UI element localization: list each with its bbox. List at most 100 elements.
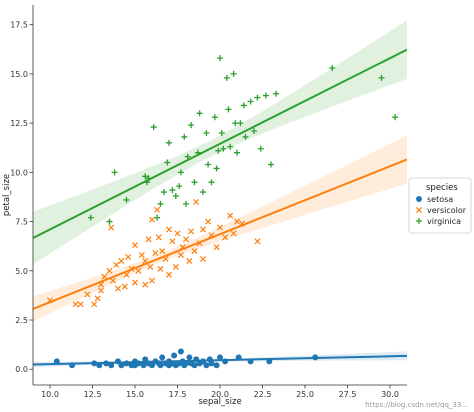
versicolor-point bbox=[239, 220, 246, 227]
virginica-point bbox=[232, 120, 239, 127]
legend-item-setosa: setosa bbox=[416, 195, 453, 204]
y-tick-label: 15.0 bbox=[10, 70, 28, 79]
virginica-point bbox=[157, 200, 164, 207]
virginica-point bbox=[142, 173, 149, 180]
versicolor-point bbox=[108, 224, 115, 231]
setosa-point bbox=[91, 360, 98, 367]
x-tick-label: 30.0 bbox=[381, 390, 399, 399]
versicolor-point bbox=[101, 273, 108, 280]
versicolor-point bbox=[77, 301, 84, 308]
virginica-regression-line bbox=[33, 48, 407, 239]
versicolor-point bbox=[125, 253, 132, 261]
virginica-point bbox=[184, 153, 191, 160]
setosa-point bbox=[177, 348, 184, 355]
versicolor-point bbox=[208, 232, 215, 239]
virginica-legend-marker bbox=[416, 218, 422, 224]
x-tick-label: 25.0 bbox=[296, 390, 314, 399]
virginica-point bbox=[123, 196, 130, 203]
virginica-point bbox=[262, 92, 269, 99]
virginica-point bbox=[169, 187, 176, 194]
virginica-point bbox=[203, 129, 210, 136]
versicolor-point bbox=[131, 279, 139, 286]
virginica-point bbox=[273, 90, 280, 97]
setosa-point bbox=[123, 360, 130, 367]
setosa-point bbox=[213, 362, 220, 369]
versicolor-point bbox=[154, 206, 161, 213]
setosa-point bbox=[203, 362, 210, 369]
versicolor-point bbox=[91, 301, 98, 308]
legend-label: setosa bbox=[427, 195, 453, 204]
versicolor-legend-marker bbox=[415, 206, 423, 214]
watermark-text: https://blog.csdn.net/qq_33... bbox=[365, 401, 468, 409]
virginica-point bbox=[177, 169, 184, 176]
setosa-point bbox=[191, 362, 198, 369]
versicolor-point bbox=[148, 216, 156, 223]
setosa-point bbox=[200, 358, 206, 365]
y-tick-label: 0.0 bbox=[15, 365, 28, 374]
versicolor-point bbox=[174, 230, 181, 237]
versicolor-point bbox=[97, 281, 105, 288]
versicolor-point bbox=[165, 271, 173, 278]
versicolor-point bbox=[46, 297, 54, 304]
x-tick-label: 22.5 bbox=[254, 390, 272, 399]
virginica-point bbox=[218, 129, 225, 136]
virginica-point bbox=[237, 120, 244, 127]
legend-title: species bbox=[426, 183, 458, 193]
plot-area bbox=[33, 20, 407, 369]
setosa-point bbox=[193, 356, 200, 363]
x-axis-label: sepal_size bbox=[198, 397, 241, 407]
virginica-point bbox=[200, 189, 206, 196]
versicolor-point bbox=[142, 281, 149, 288]
virginica-point bbox=[164, 159, 171, 166]
versicolor-point bbox=[113, 261, 120, 268]
versicolor-point bbox=[216, 224, 224, 231]
virginica-point bbox=[268, 161, 274, 168]
virginica-point bbox=[223, 74, 230, 81]
setosa-point bbox=[159, 354, 166, 361]
versicolor-point bbox=[230, 230, 237, 237]
legend-box bbox=[408, 177, 472, 234]
versicolor-point bbox=[135, 267, 142, 274]
setosa-point bbox=[171, 352, 178, 359]
virginica-point bbox=[160, 189, 167, 196]
versicolor-point bbox=[157, 265, 164, 272]
versicolor-point bbox=[182, 236, 190, 243]
virginica-point bbox=[143, 179, 150, 186]
setosa-point bbox=[96, 362, 103, 369]
versicolor-point bbox=[188, 228, 195, 235]
setosa-point bbox=[222, 358, 229, 365]
versicolor-point bbox=[109, 277, 116, 284]
virginica-point bbox=[106, 218, 113, 225]
legend-item-virginica: virginica bbox=[416, 217, 461, 226]
versicolor-point bbox=[142, 257, 149, 264]
virginica-point bbox=[220, 145, 227, 152]
versicolor-point bbox=[123, 271, 130, 278]
setosa-point bbox=[108, 362, 115, 369]
virginica-point bbox=[208, 179, 215, 186]
setosa-point bbox=[186, 354, 193, 361]
versicolor-point bbox=[114, 285, 122, 292]
versicolor-point bbox=[159, 248, 166, 255]
virginica-point bbox=[234, 149, 240, 156]
setosa-point bbox=[53, 358, 60, 365]
versicolor-point bbox=[254, 238, 261, 245]
virginica-point bbox=[154, 214, 161, 221]
virginica-point bbox=[247, 98, 254, 105]
versicolor-regression-line bbox=[33, 158, 407, 310]
versicolor-point bbox=[152, 250, 159, 257]
virginica-point bbox=[111, 169, 118, 176]
x-tick-label: 15.0 bbox=[126, 390, 144, 399]
setosa-legend-marker bbox=[416, 196, 422, 202]
virginica-confidence-band bbox=[33, 20, 407, 265]
versicolor-point bbox=[172, 263, 179, 270]
setosa-point bbox=[312, 354, 319, 361]
versicolor-point bbox=[162, 255, 169, 263]
setosa-point bbox=[115, 358, 121, 365]
versicolor-point bbox=[97, 287, 105, 294]
versicolor-point bbox=[199, 255, 207, 263]
y-tick-label: 5.0 bbox=[15, 267, 28, 276]
y-tick-label: 17.5 bbox=[10, 21, 28, 30]
setosa-point bbox=[140, 362, 147, 369]
virginica-point bbox=[166, 139, 172, 146]
versicolor-point bbox=[186, 257, 193, 264]
